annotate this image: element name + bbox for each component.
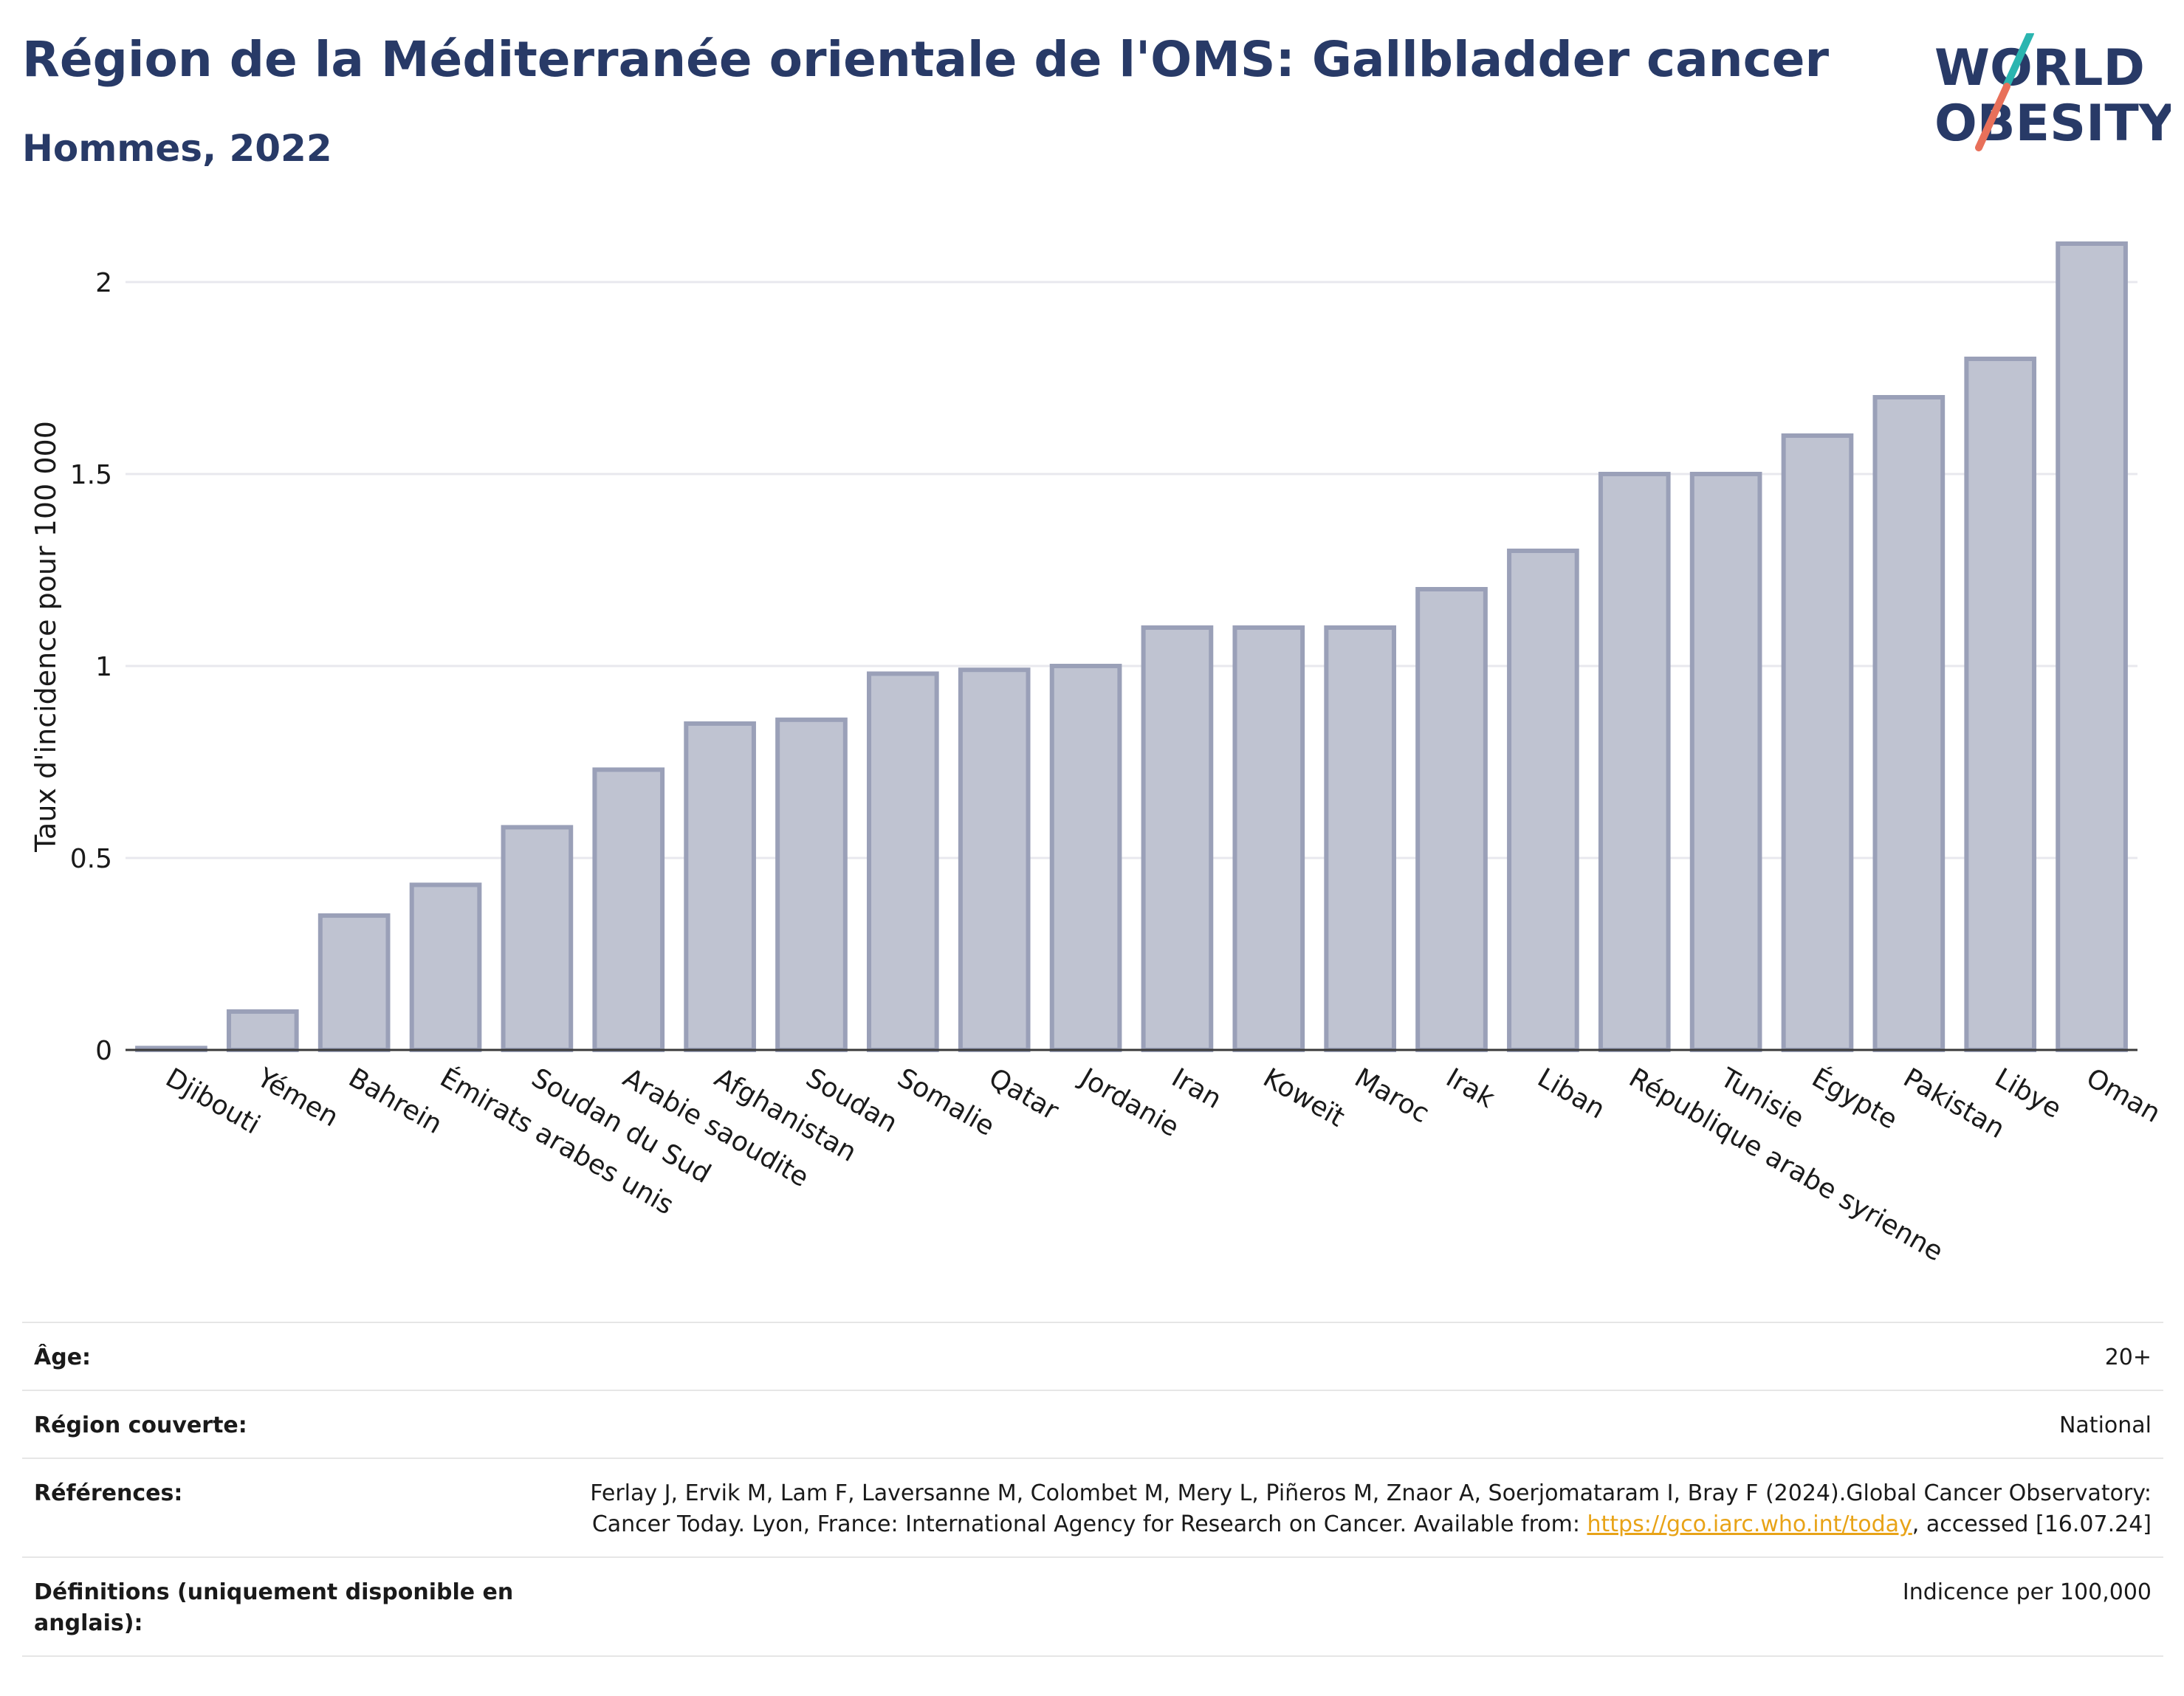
y-tick-label: 0.5 bbox=[70, 844, 112, 874]
bar bbox=[775, 717, 848, 1052]
bar bbox=[867, 671, 939, 1053]
chart-title: Région de la Méditerranée orientale de l… bbox=[22, 31, 1830, 88]
bar bbox=[1415, 587, 1488, 1052]
age-value: 20+ bbox=[2104, 1345, 2152, 1370]
bar bbox=[2056, 241, 2128, 1052]
y-tick-label: 2 bbox=[95, 268, 112, 298]
x-tick-label: Liban bbox=[1532, 1062, 1610, 1125]
references-value: Ferlay J, Ervik M, Lam F, Laversanne M, … bbox=[564, 1478, 2152, 1540]
bar bbox=[1507, 549, 1579, 1052]
logo-text-world: WORLD bbox=[1934, 39, 2145, 97]
references-accessed: , accessed [16.07.24] bbox=[1912, 1511, 2152, 1537]
region-label: Région couverte: bbox=[34, 1412, 247, 1438]
x-tick-label: Irak bbox=[1441, 1062, 1500, 1114]
bar bbox=[226, 1009, 299, 1052]
bar bbox=[1141, 625, 1214, 1052]
bar bbox=[1689, 472, 1762, 1052]
y-tick-label: 1.5 bbox=[70, 460, 112, 490]
x-tick-label: Somalie bbox=[892, 1062, 999, 1142]
x-tick-label: Yémen bbox=[251, 1062, 343, 1133]
info-row-references: Références: Ferlay J, Ervik M, Lam F, La… bbox=[22, 1458, 2163, 1556]
bar bbox=[1049, 664, 1122, 1052]
bar bbox=[317, 913, 391, 1052]
bar bbox=[1964, 357, 2037, 1052]
bar bbox=[1232, 625, 1305, 1052]
logo-slash-teal bbox=[2003, 33, 2034, 89]
definitions-label: Définitions (uniquement disponible en an… bbox=[34, 1579, 514, 1636]
info-table: Âge: 20+ Région couverte: National Référ… bbox=[22, 1322, 2163, 1657]
bar bbox=[501, 825, 574, 1053]
logo-slash-coral bbox=[1975, 83, 2010, 151]
x-tick-label: Maroc bbox=[1350, 1062, 1435, 1129]
info-row-region: Région couverte: National bbox=[22, 1390, 2163, 1458]
bar bbox=[409, 882, 482, 1053]
x-tick-label: Iran bbox=[1167, 1062, 1226, 1115]
x-tick-label: Bahrein bbox=[343, 1062, 447, 1140]
x-tick-label: Jordanie bbox=[1074, 1062, 1184, 1143]
age-label: Âge: bbox=[34, 1345, 92, 1370]
x-tick-label: Koweït bbox=[1258, 1062, 1350, 1133]
bar bbox=[592, 767, 665, 1053]
x-tick-label: République arabe syrienne bbox=[1624, 1062, 1948, 1267]
logo-text-obesity: OBESITY bbox=[1934, 95, 2171, 153]
y-tick-labels: 0 0.5 1 1.5 2 bbox=[70, 268, 112, 1066]
references-link[interactable]: https://gco.iarc.who.int/today bbox=[1587, 1511, 1912, 1537]
references-label: Références: bbox=[34, 1480, 183, 1506]
region-value: National bbox=[2058, 1412, 2152, 1438]
x-tick-label: Égypte bbox=[1807, 1062, 1903, 1135]
y-tick-label: 0 bbox=[95, 1036, 112, 1066]
definitions-value: Indicence per 100,000 bbox=[1902, 1579, 2152, 1605]
world-obesity-logo: WORLD OBESITY bbox=[1934, 33, 2171, 153]
x-tick-label: Pakistan bbox=[1898, 1062, 2010, 1144]
bar bbox=[1598, 472, 1671, 1052]
bar bbox=[1324, 625, 1396, 1052]
bar bbox=[958, 667, 1031, 1052]
y-tick-label: 1 bbox=[95, 652, 112, 682]
references-text: Ferlay J, Ervik M, Lam F, Laversanne M, … bbox=[590, 1480, 2152, 1537]
y-axis-label: Taux d'incidence pour 100 000 bbox=[30, 421, 62, 853]
x-tick-label: Oman bbox=[2081, 1062, 2166, 1129]
bars bbox=[135, 241, 2128, 1053]
bar bbox=[1781, 433, 1854, 1052]
bar bbox=[684, 721, 756, 1052]
x-tick-label: Djibouti bbox=[160, 1062, 264, 1140]
chart-subtitle: Hommes, 2022 bbox=[22, 127, 332, 170]
info-row-age: Âge: 20+ bbox=[22, 1322, 2163, 1390]
info-row-definitions: Définitions (uniquement disponible en an… bbox=[22, 1556, 2163, 1657]
bar bbox=[1872, 395, 1946, 1052]
